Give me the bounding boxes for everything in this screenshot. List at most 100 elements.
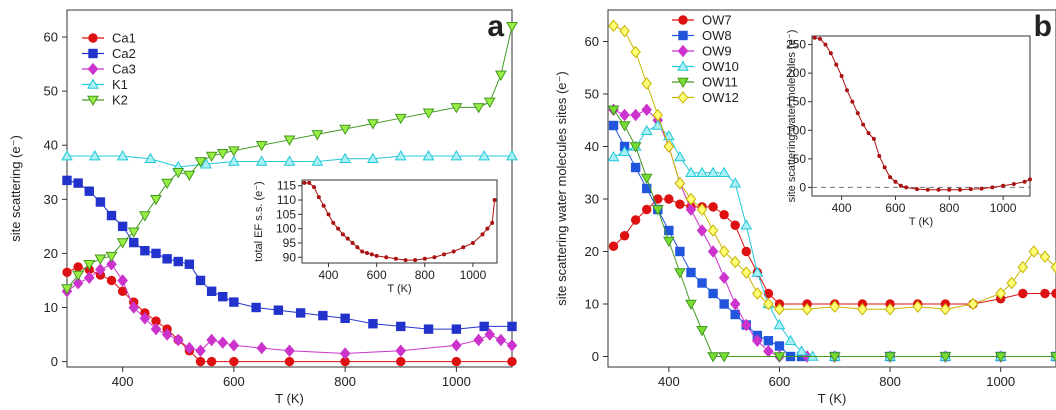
x-axis-label: T (K): [275, 391, 304, 406]
legend-marker: [87, 95, 99, 107]
data-point: [368, 319, 378, 329]
legend-marker: [678, 30, 688, 41]
data-point: [708, 288, 718, 299]
data-point: [1050, 352, 1056, 363]
data-point: [256, 341, 267, 355]
inset-data-point: [340, 232, 345, 237]
y-tick-label: 50: [44, 84, 58, 99]
inset-y-tick-label: 100: [786, 123, 806, 137]
inset-data-point: [898, 183, 903, 188]
inset-x-tick-label: 400: [832, 201, 852, 215]
inset-data-point: [485, 226, 490, 231]
inset-x-tick-label: 1000: [990, 201, 1017, 215]
data-point: [675, 199, 685, 209]
inset-data-point: [839, 74, 844, 78]
data-point: [1018, 288, 1028, 299]
data-point: [752, 334, 763, 347]
data-point: [685, 299, 697, 311]
data-point: [106, 257, 117, 271]
inset-data-point: [490, 220, 495, 225]
data-point: [339, 347, 351, 360]
inset-y-tick-label: 100: [276, 222, 296, 236]
panel-letter: a: [487, 10, 504, 43]
legend-label: Ca3: [112, 62, 136, 77]
data-point: [652, 108, 664, 122]
data-point: [506, 21, 518, 33]
data-point: [995, 287, 1006, 300]
data-point: [172, 167, 185, 179]
data-point: [472, 103, 485, 114]
data-point: [451, 356, 462, 367]
data-point: [719, 299, 729, 309]
inset-data-point: [461, 245, 466, 250]
inset-chart: 400 600 800 1000 0 50 100 150 200 250 T (K) site sc…: [786, 30, 1032, 228]
data-point: [801, 303, 813, 316]
data-point: [295, 308, 306, 318]
inset-data-point: [893, 179, 898, 184]
inset-data-point: [451, 249, 456, 254]
data-point: [206, 286, 217, 296]
data-point: [172, 333, 184, 347]
data-point: [423, 324, 434, 334]
inset-data-point: [321, 203, 326, 208]
data-point: [718, 166, 731, 178]
legend-marker: [677, 60, 689, 71]
inset-data-point: [882, 165, 887, 170]
inset-data-point: [979, 186, 984, 191]
data-point: [61, 284, 73, 295]
inset-data-point: [316, 195, 321, 200]
inset-data-point: [365, 250, 369, 255]
data-point: [339, 124, 352, 136]
data-point: [106, 275, 117, 286]
data-point: [629, 142, 642, 153]
data-point: [422, 149, 435, 161]
series-k2: [61, 21, 518, 295]
data-point: [685, 192, 697, 206]
inset-y-tick-label: 250: [786, 38, 806, 52]
inset-data-point: [480, 232, 485, 237]
legend-label: OW9: [702, 44, 732, 59]
data-point: [311, 155, 324, 166]
inset-data-point: [393, 256, 398, 261]
data-point: [173, 256, 183, 267]
data-point: [806, 350, 819, 361]
data-point: [284, 356, 295, 367]
legend-marker: [88, 33, 98, 43]
data-point: [675, 246, 685, 257]
inset-x-tick-label: 800: [939, 201, 959, 215]
data-point: [394, 113, 407, 125]
data-point: [697, 278, 707, 288]
data-point: [61, 149, 73, 161]
data-point: [662, 236, 675, 248]
data-point: [127, 227, 140, 238]
inset-y-tick-label: 0: [799, 180, 806, 194]
inset-data-point: [492, 198, 497, 203]
data-point: [939, 352, 952, 363]
data-point: [662, 129, 675, 141]
series-ca2: [62, 175, 517, 334]
inset-data-point: [823, 42, 828, 47]
data-point: [619, 108, 630, 122]
data-point: [116, 149, 129, 161]
inset-x-axis-label: T (K): [909, 216, 933, 228]
data-point: [117, 221, 128, 232]
data-point: [674, 177, 686, 190]
data-point: [630, 215, 641, 225]
data-point: [1050, 261, 1056, 274]
data-point: [630, 45, 641, 59]
inset-y-tick-label: 110: [277, 193, 296, 207]
x-axis-label: T (K): [818, 391, 847, 406]
inset-data-point: [432, 255, 437, 260]
data-point: [206, 356, 217, 367]
inset-data-point: [1022, 179, 1027, 184]
inset-y-tick-label: 50: [793, 152, 807, 166]
data-point: [184, 259, 195, 269]
data-point: [784, 334, 797, 346]
data-point: [161, 178, 174, 190]
y-axis-label: site scattering (e⁻): [8, 135, 23, 242]
data-point: [696, 224, 708, 237]
inset-data-point: [904, 185, 909, 190]
inset-data-point: [834, 62, 839, 67]
